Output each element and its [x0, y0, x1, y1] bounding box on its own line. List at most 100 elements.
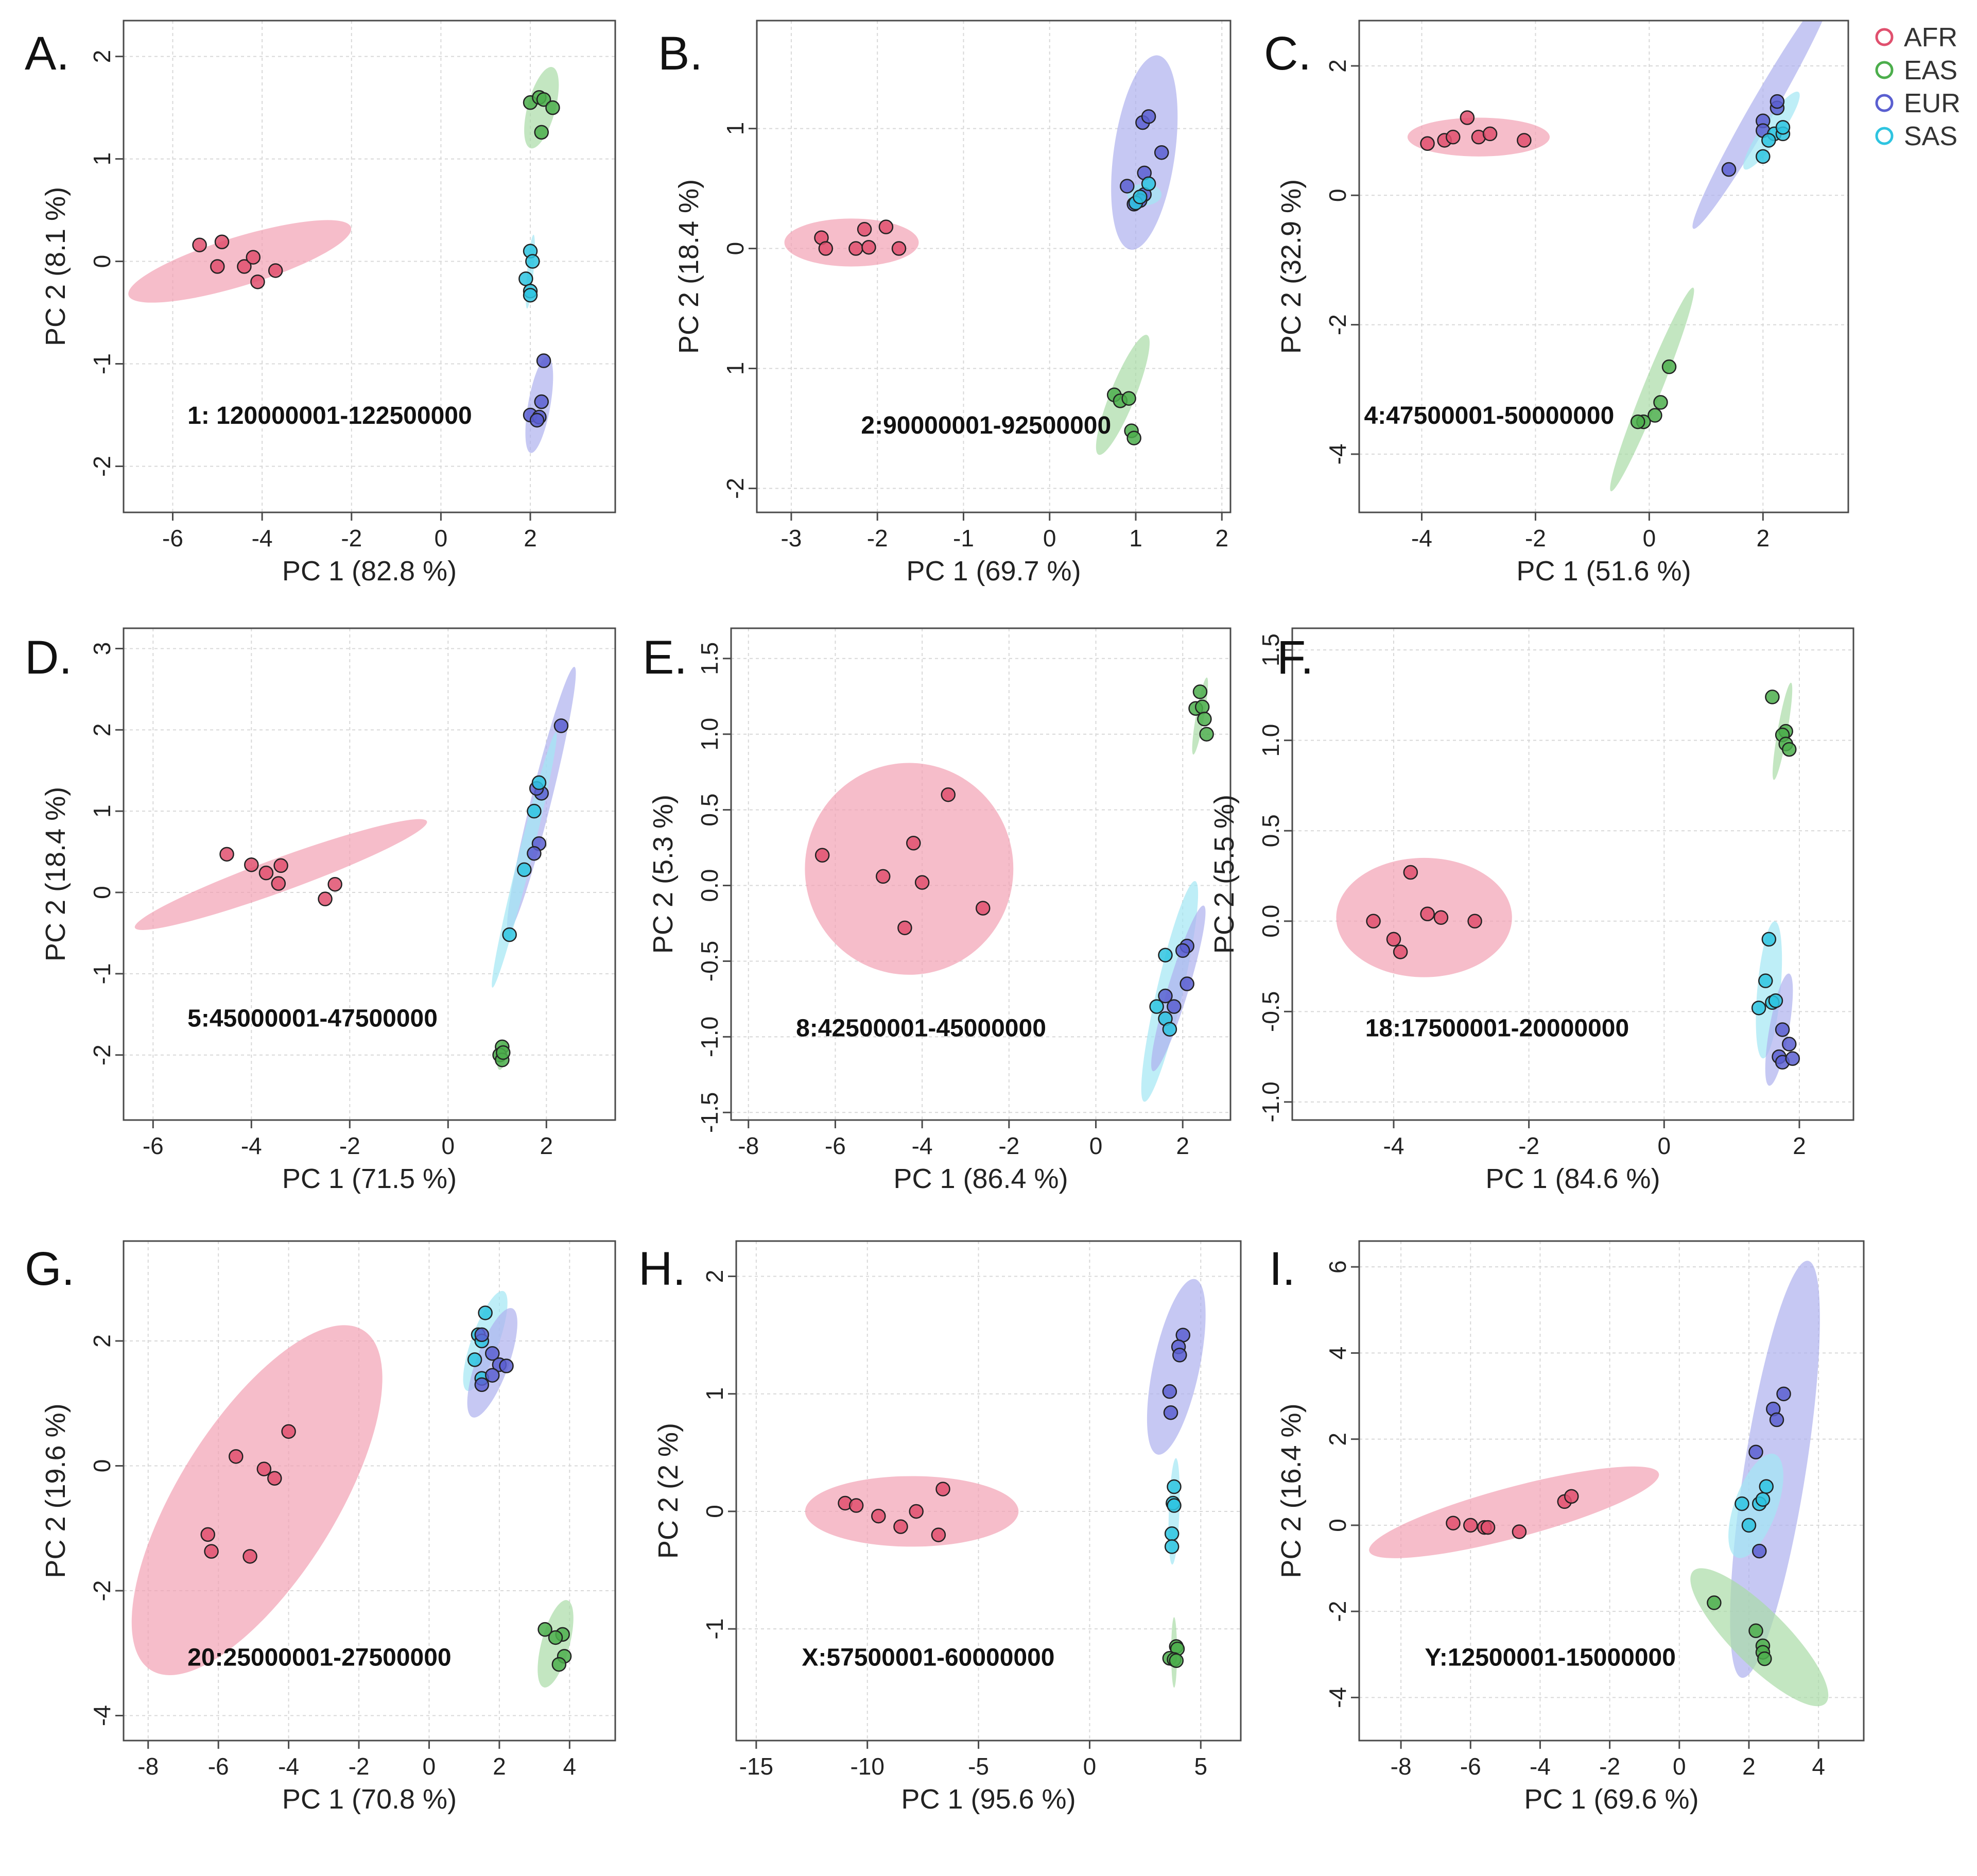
x-tick-label: -4	[241, 1132, 262, 1159]
region-label: 18:17500001-20000000	[1365, 1015, 1629, 1042]
x-tick-label: 2	[1742, 1753, 1756, 1780]
x-tick-label: 0	[1089, 1132, 1103, 1159]
data-point-afr	[244, 857, 259, 872]
data-point-sas	[502, 927, 517, 942]
panel-letter: H.	[638, 1243, 686, 1295]
data-point-sas	[467, 1352, 482, 1367]
data-point-afr	[857, 222, 872, 237]
data-point-eur	[1776, 1386, 1791, 1402]
data-point-afr	[897, 920, 912, 936]
data-point-eas	[1781, 742, 1797, 757]
data-point-afr	[214, 234, 230, 249]
data-point-sas	[518, 271, 533, 286]
legend-marker-sas	[1875, 127, 1894, 145]
data-point-eur	[534, 394, 549, 409]
data-point-eur	[1167, 999, 1182, 1014]
x-tick-label: -8	[137, 1753, 159, 1780]
y-tick-label: 0.0	[1257, 905, 1284, 938]
data-point-sas	[1158, 948, 1173, 962]
data-point-eas	[1748, 1623, 1763, 1639]
data-point-sas	[527, 803, 542, 819]
x-tick-label: -4	[252, 525, 273, 552]
x-axis-label: PC 1 (69.7 %)	[906, 556, 1081, 587]
data-point-afr	[1386, 932, 1401, 947]
x-tick-label: 0	[1043, 525, 1056, 552]
x-tick-label: 0	[1673, 1753, 1686, 1780]
x-tick-label: -2	[867, 525, 888, 552]
data-point-afr	[250, 274, 265, 289]
x-tick-label: -4	[278, 1753, 299, 1780]
data-point-afr	[861, 239, 876, 255]
panel-e: -8 -6 -4 -2 0 2 -1.5 -1.0 -0.5 0.0 0.5 1.0 1.5 PC 1 (…	[643, 627, 1232, 1194]
x-tick-label: 2	[1793, 1132, 1806, 1159]
data-point-eur	[1769, 1412, 1784, 1427]
data-point-sas	[1162, 1022, 1177, 1037]
x-tick-label: 0	[442, 1132, 455, 1159]
data-point-afr	[975, 901, 991, 916]
y-tick-label: -1.0	[696, 1017, 723, 1057]
data-point-afr	[818, 241, 834, 256]
data-point-sas	[1167, 1479, 1182, 1494]
y-tick-label: 0.5	[696, 794, 723, 827]
data-point-eur	[1141, 109, 1156, 124]
y-axis-label: PC 2 (32.9 %)	[1276, 179, 1307, 354]
data-point-eur	[1751, 1543, 1767, 1559]
data-point-eas	[1194, 699, 1210, 715]
data-point-afr	[1433, 910, 1449, 925]
confidence-ellipse-sas	[492, 732, 557, 988]
data-point-eas	[1169, 1653, 1184, 1668]
gridlines	[124, 628, 615, 1120]
data-point-eas	[1197, 712, 1212, 727]
x-axis-label: PC 1 (84.6 %)	[1485, 1163, 1660, 1194]
data-point-afr	[891, 241, 907, 256]
region-label: Y:12500001-15000000	[1425, 1644, 1676, 1672]
y-axis-label: PC 2 (8.1 %)	[40, 187, 71, 346]
y-tick-label: 1.5	[1257, 633, 1284, 666]
data-point-sas	[1741, 1518, 1757, 1533]
x-tick-label: -5	[968, 1753, 989, 1780]
data-point-sas	[1775, 120, 1791, 135]
y-tick-label: -2	[89, 1580, 115, 1602]
confidence-ellipse-eur	[1147, 1279, 1206, 1455]
data-point-eur	[1158, 988, 1173, 1004]
data-point-afr	[327, 876, 342, 892]
plot-frame	[1291, 627, 1854, 1121]
data-point-afr	[229, 1449, 244, 1464]
plot-frame	[730, 627, 1232, 1121]
confidence-ellipse-eas	[524, 67, 559, 149]
x-axis-label: PC 1 (70.8 %)	[282, 1784, 457, 1815]
data-point-afr	[242, 1549, 257, 1564]
data-point-eas	[1648, 408, 1662, 423]
legend-label-eur: EUR	[1904, 89, 1961, 118]
data-point-eas	[1661, 359, 1677, 374]
panel-letter: A.	[25, 27, 70, 80]
panel-letter: C.	[1264, 27, 1311, 80]
data-point-sas	[1768, 993, 1783, 1008]
data-point-eas	[545, 100, 560, 115]
region-label: 4:47500001-50000000	[1364, 402, 1615, 429]
data-point-eur	[485, 1368, 500, 1383]
confidence-ellipse-afr	[805, 763, 1014, 975]
data-point-eur	[499, 1358, 514, 1373]
data-point-eas	[536, 92, 551, 107]
data-point-afr	[1463, 1518, 1478, 1533]
x-tick-label: -2	[998, 1132, 1019, 1159]
data-point-sas	[523, 287, 538, 303]
data-point-afr	[1403, 865, 1418, 880]
y-tick-label: 2	[1324, 59, 1351, 73]
region-label: X:57500001-60000000	[802, 1644, 1054, 1672]
panel-letter: I.	[1269, 1243, 1295, 1295]
data-point-eur	[529, 412, 545, 428]
data-point-eas	[1126, 431, 1141, 445]
data-point-afr	[204, 1544, 219, 1559]
panel-f: -4 -2 0 2 -1.0 -0.5 0.0 0.5 1.0 1.5 PC 1 (84.6 %) P…	[1209, 627, 1854, 1194]
plot-frame	[735, 1240, 1242, 1742]
y-tick-label: -2	[89, 1044, 115, 1065]
y-tick-label: -4	[89, 1705, 115, 1726]
data-point-eur	[1775, 1022, 1790, 1037]
data-point-afr	[814, 848, 830, 863]
x-tick-label: 0	[1657, 1132, 1671, 1159]
data-point-afr	[1512, 1524, 1527, 1539]
data-point-eas	[496, 1045, 511, 1060]
